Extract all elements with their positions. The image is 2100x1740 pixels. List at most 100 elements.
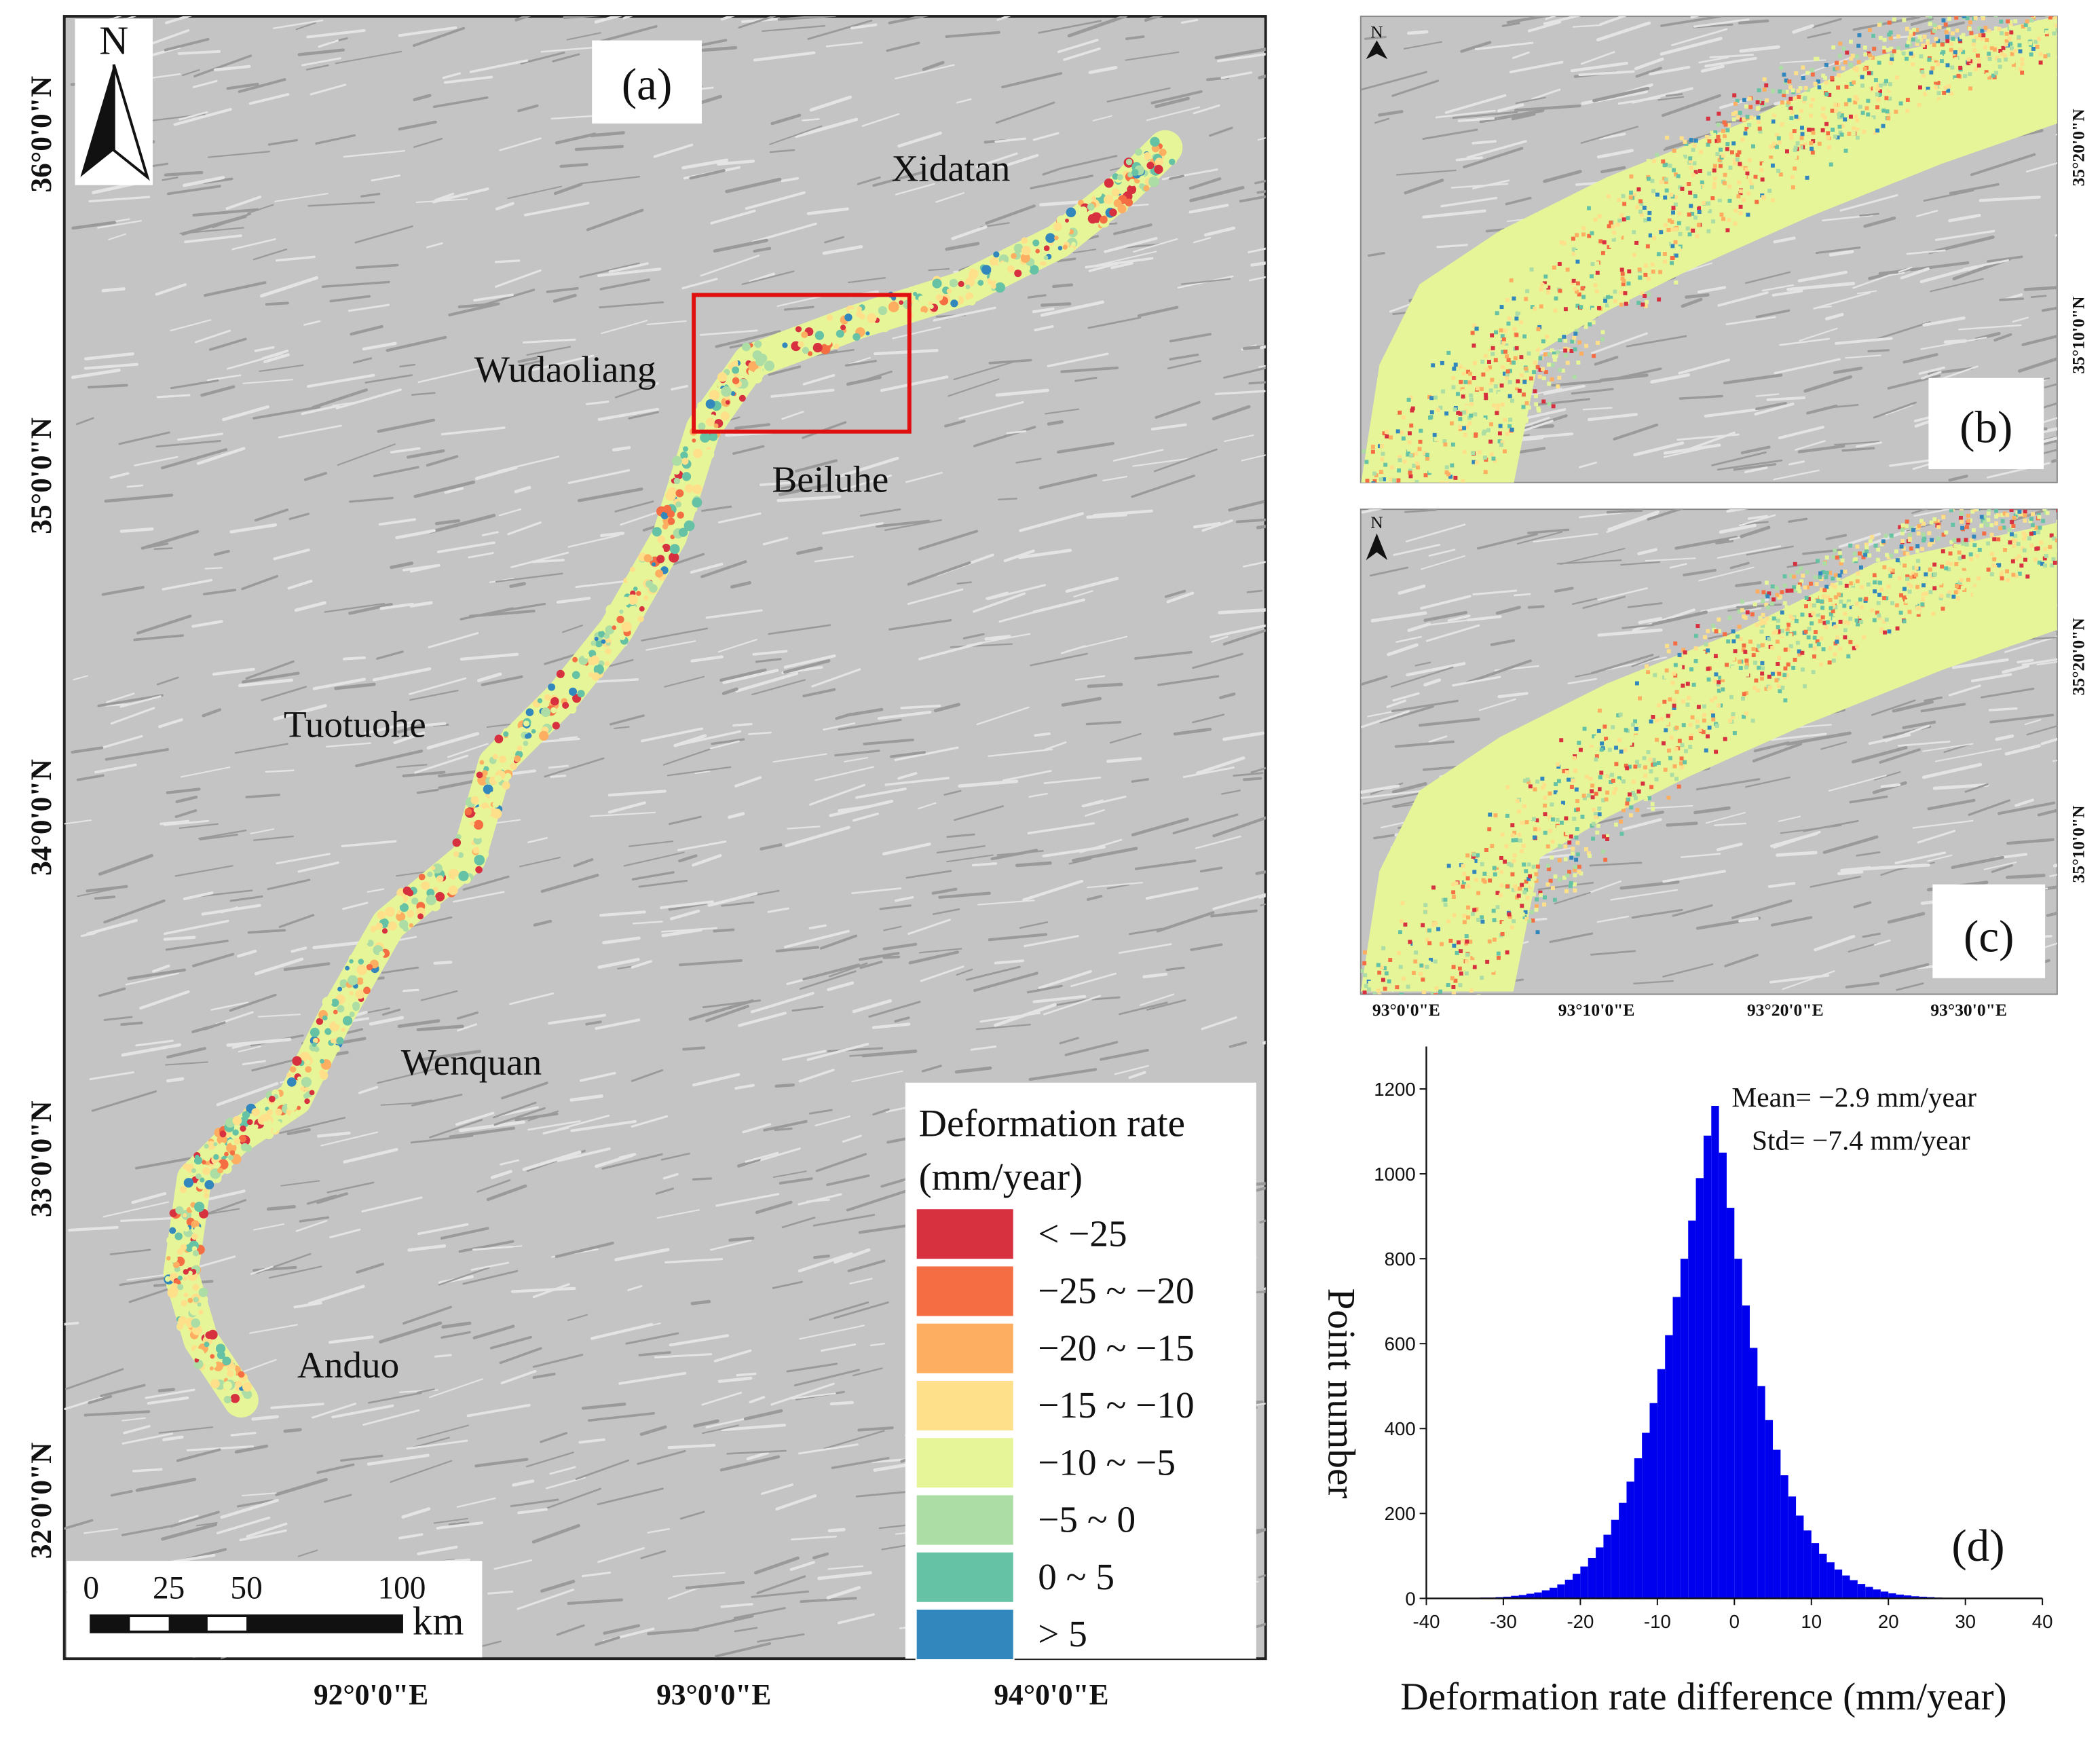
deformation-pixel <box>1881 96 1885 100</box>
deformation-pixel <box>523 741 529 746</box>
deformation-pixel <box>1905 57 1909 61</box>
deformation-pixel <box>1946 63 1950 67</box>
deformation-pixel <box>1112 188 1120 196</box>
deformation-pixel <box>1719 164 1723 168</box>
deformation-pixel <box>1994 71 1998 75</box>
deformation-pixel <box>1482 418 1486 422</box>
deformation-pixel <box>1636 301 1640 305</box>
deformation-pixel <box>1433 486 1438 490</box>
deformation-pixel <box>1674 240 1678 244</box>
deformation-pixel <box>958 281 964 287</box>
deformation-pixel <box>758 354 768 363</box>
deformation-pixel <box>1463 380 1467 384</box>
deformation-pixel <box>2031 47 2036 51</box>
deformation-pixel <box>1414 451 1418 456</box>
deformation-pixel <box>1968 86 1972 90</box>
deformation-pixel <box>1419 499 1423 503</box>
deformation-pixel <box>1431 363 1435 367</box>
deformation-pixel <box>1889 36 1893 40</box>
deformation-pixel <box>1947 17 1951 21</box>
deformation-pixel <box>194 1202 204 1212</box>
deformation-pixel <box>685 484 694 493</box>
deformation-pixel <box>1371 450 1375 454</box>
deformation-pixel <box>1855 118 1859 122</box>
deformation-pixel <box>698 422 705 430</box>
deformation-pixel <box>1916 39 1920 43</box>
deformation-pixel <box>1757 106 1761 110</box>
ridge <box>1260 1205 1319 1223</box>
deformation-pixel <box>1542 376 1546 380</box>
deformation-pixel <box>514 756 521 762</box>
deformation-pixel <box>674 478 680 484</box>
deformation-pixel <box>1475 327 1479 331</box>
deformation-pixel <box>726 400 730 405</box>
deformation-pixel <box>1862 130 1866 134</box>
deformation-pixel <box>1516 380 1520 384</box>
deformation-pixel <box>1890 54 1894 58</box>
ridge <box>2008 875 2044 877</box>
ridge <box>160 1390 174 1391</box>
deformation-pixel <box>1539 287 1543 291</box>
deformation-pixel <box>1712 159 1716 163</box>
deformation-pixel <box>348 975 358 985</box>
deformation-pixel <box>888 301 899 312</box>
deformation-pixel <box>1736 125 1740 129</box>
deformation-pixel <box>1663 163 1667 167</box>
deformation-pixel <box>1657 252 1661 256</box>
ridge <box>734 724 751 726</box>
deformation-pixel <box>1812 131 1816 135</box>
deformation-pixel <box>1389 492 1393 496</box>
deformation-pixel <box>1605 303 1609 308</box>
deformation-pixel <box>1868 28 1872 32</box>
deformation-pixel <box>1854 73 1858 77</box>
deformation-pixel <box>2055 20 2059 24</box>
deformation-pixel <box>1436 408 1440 412</box>
ridge <box>714 929 733 931</box>
deformation-pixel <box>1592 354 1596 358</box>
deformation-pixel <box>1670 244 1674 248</box>
deformation-pixel <box>1387 485 1391 489</box>
deformation-pixel <box>1795 115 1799 119</box>
deformation-pixel <box>1556 384 1560 388</box>
deformation-pixel <box>1932 43 1936 47</box>
deformation-pixel <box>1742 117 1746 122</box>
deformation-pixel <box>950 299 958 307</box>
deformation-pixel <box>202 1160 206 1165</box>
deformation-pixel <box>421 889 426 894</box>
deformation-pixel <box>1467 439 1471 443</box>
deformation-pixel <box>1861 111 1865 115</box>
deformation-pixel <box>1705 207 1709 211</box>
deformation-pixel <box>1548 402 1552 406</box>
deformation-pixel <box>668 518 675 525</box>
deformation-pixel <box>646 545 652 551</box>
ridge <box>64 1323 78 1325</box>
deformation-pixel <box>1425 496 1429 500</box>
deformation-pixel <box>526 708 534 716</box>
deformation-pixel <box>1492 404 1496 408</box>
deformation-pixel <box>1743 175 1747 179</box>
deformation-pixel <box>1659 230 1663 234</box>
deformation-pixel <box>305 1066 312 1073</box>
deformation-pixel <box>782 333 791 343</box>
deformation-pixel <box>1590 231 1594 235</box>
deformation-pixel <box>991 265 1000 275</box>
deformation-pixel <box>665 490 676 501</box>
deformation-pixel <box>619 610 623 614</box>
deformation-pixel <box>1419 504 1423 508</box>
deformation-pixel <box>1911 105 1915 109</box>
deformation-pixel <box>1719 148 1723 152</box>
deformation-pixel <box>1533 360 1537 365</box>
deformation-pixel <box>349 959 353 963</box>
deformation-pixel <box>1744 157 1748 161</box>
deformation-pixel <box>1645 257 1649 261</box>
deformation-pixel <box>183 1164 189 1170</box>
deformation-pixel <box>1786 173 1790 177</box>
deformation-pixel <box>1450 498 1455 502</box>
deformation-pixel <box>1591 308 1595 312</box>
deformation-pixel <box>255 1135 261 1141</box>
deformation-pixel <box>1739 189 1743 193</box>
deformation-pixel <box>1501 403 1505 407</box>
deformation-pixel <box>240 1126 246 1132</box>
deformation-pixel <box>2010 520 2014 524</box>
deformation-pixel <box>1938 25 1942 29</box>
